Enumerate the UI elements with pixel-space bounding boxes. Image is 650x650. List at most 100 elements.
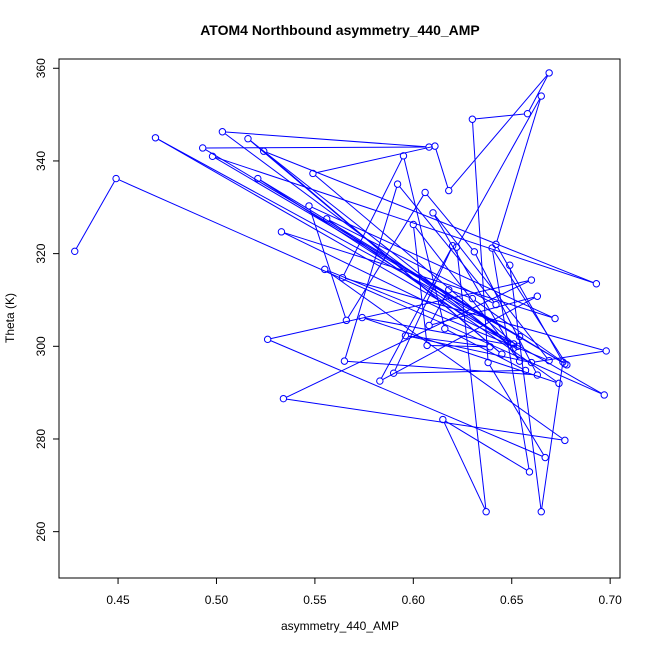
series-segment (403, 158, 445, 326)
data-point (393, 180, 402, 188)
x-tick-label: 0.65 (500, 593, 524, 607)
data-point (468, 115, 477, 123)
series-segment (284, 232, 512, 344)
series-lines (75, 75, 604, 510)
series-segment (225, 131, 426, 148)
data-point (448, 242, 457, 250)
y-axis-label: Theta (K) (3, 293, 17, 343)
data-point (358, 313, 366, 322)
series-segment (492, 251, 530, 469)
series-segment (347, 194, 424, 318)
series-segment (329, 219, 494, 304)
data-point (342, 316, 351, 325)
x-tick-label: 0.45 (106, 593, 130, 607)
data-point (523, 109, 532, 118)
data-point (492, 300, 500, 309)
data-point (498, 350, 506, 358)
series-segment (457, 98, 541, 245)
data-point (198, 144, 207, 152)
data-point (555, 379, 563, 388)
data-point (452, 243, 461, 251)
data-point (468, 294, 477, 303)
data-point (309, 169, 317, 178)
data-point (421, 188, 429, 197)
data-point (537, 508, 545, 516)
series-segment (443, 422, 486, 510)
data-point (492, 240, 500, 249)
series-segment (311, 206, 553, 318)
data-point (389, 369, 398, 377)
series-segment (347, 360, 535, 376)
series-segment (450, 75, 548, 189)
series-segment (396, 369, 523, 374)
series-segment (509, 268, 542, 509)
y-tick-label: 300 (34, 336, 48, 356)
data-point (561, 436, 569, 445)
data-point (277, 228, 286, 236)
x-tick-label: 0.55 (303, 593, 327, 607)
data-point (545, 69, 553, 77)
series-segment (451, 290, 470, 298)
series-segment (493, 250, 566, 363)
data-point (208, 152, 217, 161)
data-point (541, 453, 549, 462)
series-segment (365, 318, 557, 383)
data-point (260, 147, 268, 155)
series-segment (250, 140, 512, 347)
series-segment (474, 300, 565, 364)
series-segment (496, 98, 541, 242)
data-point (592, 280, 601, 288)
series-segment (205, 146, 426, 149)
data-point (340, 357, 349, 365)
data-point (513, 342, 522, 351)
y-axis: 260 280 300 320 340 360 (34, 58, 59, 542)
data-point (279, 394, 288, 403)
data-point (338, 274, 347, 282)
series-segment (414, 226, 519, 359)
series-segment (434, 215, 519, 359)
series-segment (497, 246, 562, 360)
series-segment (284, 232, 553, 319)
data-point (484, 358, 492, 367)
chart-title: ATOM4 Northbound asymmetry_440_AMP (200, 22, 480, 38)
data-point (510, 340, 518, 348)
series-segment (445, 420, 527, 471)
series-segment (270, 280, 529, 340)
series-segment (413, 227, 428, 343)
data-point (551, 314, 559, 323)
series-segment (345, 278, 604, 351)
series-segment (430, 344, 487, 348)
data-point (376, 377, 384, 385)
series-segment (286, 280, 529, 398)
series-segment (158, 138, 518, 336)
data-point (527, 358, 536, 367)
series-segment (489, 365, 544, 456)
data-point (151, 134, 160, 142)
series-segment (344, 187, 398, 359)
series-segment (472, 122, 489, 360)
x-axis: 0.45 0.50 0.55 0.60 0.65 0.70 (106, 578, 622, 607)
series-segment (382, 297, 535, 380)
data-point (482, 508, 490, 516)
data-point (71, 247, 79, 256)
data-point (321, 265, 329, 274)
y-tick-label: 340 (34, 151, 48, 171)
data-point (537, 92, 545, 100)
series-segment (266, 151, 594, 284)
x-tick-label: 0.70 (598, 593, 622, 607)
series-segment (430, 292, 448, 323)
data-point (470, 248, 479, 256)
data-point (445, 186, 453, 195)
y-tick-label: 280 (34, 429, 48, 449)
series-segment (327, 270, 563, 439)
series-segment (343, 158, 403, 276)
data-point (399, 152, 408, 160)
data-point (559, 358, 567, 366)
data-point (527, 276, 536, 284)
series-segment (380, 248, 452, 379)
series-segment (435, 149, 449, 188)
series-segment (215, 156, 594, 284)
data-point (445, 286, 453, 294)
